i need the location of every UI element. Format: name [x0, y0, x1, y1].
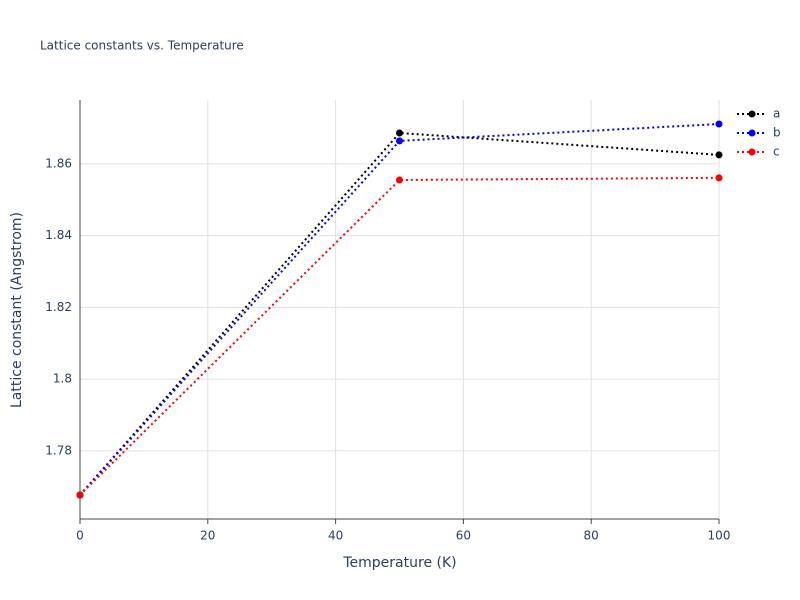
- y-tick-label: 1.8: [53, 372, 72, 386]
- x-tick-label: 60: [456, 529, 471, 543]
- x-tick-label: 80: [584, 529, 599, 543]
- point: [715, 120, 723, 128]
- series-line: [79, 176, 720, 496]
- legend-label: b: [773, 126, 781, 140]
- point: [715, 174, 723, 182]
- y-tick-label: 1.82: [45, 300, 72, 314]
- x-axis-label: Temperature (K): [342, 555, 456, 571]
- legend-marker: [748, 129, 756, 137]
- point: [396, 176, 403, 184]
- legend-marker: [748, 110, 756, 118]
- point: [76, 491, 84, 499]
- y-tick-label: 1.84: [45, 228, 72, 242]
- series-line: [79, 131, 720, 496]
- legend-label: a: [773, 107, 780, 121]
- x-tick-label: 20: [200, 529, 215, 543]
- point: [396, 137, 403, 145]
- x-tick-label: 0: [76, 529, 84, 543]
- point: [396, 129, 403, 137]
- point: [715, 151, 723, 159]
- chart-title: Lattice constants vs. Temperature: [40, 39, 244, 53]
- y-tick-label: 1.86: [45, 156, 72, 170]
- y-axis-label: Lattice constant (Angstrom): [9, 212, 25, 408]
- x-tick-label: 100: [708, 529, 731, 543]
- x-tick-label: 40: [328, 529, 343, 543]
- legend-marker: [748, 148, 756, 156]
- legend-label: c: [773, 145, 780, 159]
- y-tick-label: 1.78: [45, 443, 72, 457]
